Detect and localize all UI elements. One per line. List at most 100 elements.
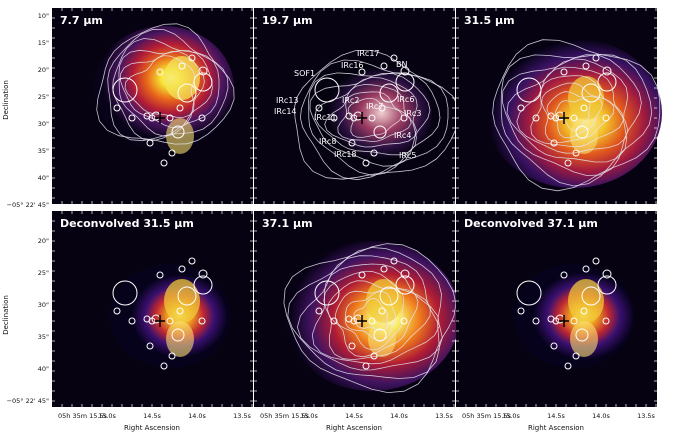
panel-title: 31.5 µm xyxy=(464,14,515,27)
contour-line xyxy=(296,255,443,371)
x-axis-label: Right Ascension xyxy=(326,424,382,432)
contour-line xyxy=(124,55,195,118)
source-marker xyxy=(315,307,323,315)
source-marker xyxy=(345,112,353,120)
source-marker xyxy=(176,307,184,315)
contour-line xyxy=(118,49,213,137)
source-marker xyxy=(128,114,136,122)
contour-line xyxy=(334,287,405,351)
source-marker xyxy=(198,317,206,325)
source-marker xyxy=(178,62,186,70)
x-tick-label: 14.0s xyxy=(390,412,408,420)
source-marker xyxy=(314,77,340,103)
source-label: IRc17 xyxy=(357,49,380,58)
contour-line xyxy=(107,29,229,142)
contour-line xyxy=(500,53,653,187)
source-marker xyxy=(517,307,525,315)
y-tick-label: 20" xyxy=(38,237,49,245)
source-marker xyxy=(188,257,196,265)
source-marker xyxy=(156,271,164,279)
y-axis-label: Declination xyxy=(2,80,10,120)
source-marker xyxy=(516,280,542,306)
source-marker xyxy=(160,362,168,370)
source-marker xyxy=(390,54,398,62)
source-marker xyxy=(581,83,601,103)
source-marker xyxy=(400,317,408,325)
source-label: IRc14 xyxy=(274,107,297,116)
source-label: IRc7 xyxy=(366,102,383,111)
source-marker xyxy=(177,83,197,103)
source-marker xyxy=(582,62,590,70)
source-marker xyxy=(597,72,617,92)
x-tick-label: 15.0s xyxy=(502,412,520,420)
source-marker xyxy=(143,315,151,323)
source-marker xyxy=(112,280,138,306)
x-tick-label: 14.0s xyxy=(188,412,206,420)
contour-line xyxy=(309,72,431,167)
source-marker xyxy=(112,77,138,103)
source-label: IRc2 xyxy=(342,96,359,105)
source-label: IRc3 xyxy=(404,109,421,118)
panel-title: 37.1 µm xyxy=(262,217,313,230)
source-marker xyxy=(171,328,185,342)
emission-peak xyxy=(366,279,402,323)
source-marker xyxy=(330,114,338,122)
contour-line xyxy=(546,91,603,139)
contour-line xyxy=(541,82,615,143)
x-tick-label: 05h 35m 15.5s xyxy=(260,412,310,420)
source-marker xyxy=(400,114,408,122)
source-marker xyxy=(156,68,164,76)
source-marker xyxy=(113,104,121,112)
y-tick-label: 25" xyxy=(38,93,49,101)
y-tick-label: −05° 22' 45" xyxy=(7,201,49,209)
source-label: BN xyxy=(396,60,407,69)
source-marker xyxy=(198,269,208,279)
image-panel: 7.7 µm xyxy=(52,8,253,204)
emission-peak xyxy=(166,321,194,357)
source-marker xyxy=(160,159,168,167)
source-marker xyxy=(575,328,589,342)
source-marker xyxy=(532,114,540,122)
emission-peak xyxy=(164,279,200,323)
source-marker xyxy=(560,68,568,76)
source-label: IRc8 xyxy=(319,137,336,146)
source-marker xyxy=(345,315,353,323)
source-marker xyxy=(592,257,600,265)
source-marker xyxy=(348,342,356,350)
source-label: IRc13 xyxy=(276,96,299,105)
y-tick-label: 15" xyxy=(38,39,49,47)
source-marker xyxy=(171,125,185,139)
source-marker xyxy=(368,114,376,122)
source-marker xyxy=(592,54,600,62)
source-marker xyxy=(580,104,588,112)
image-panel: Deconvolved 31.5 µm xyxy=(52,211,253,407)
x-tick-label: 13.5s xyxy=(435,412,453,420)
source-marker xyxy=(330,317,338,325)
source-marker xyxy=(373,125,387,139)
contour-line xyxy=(516,66,629,154)
x-tick-label: 13.5s xyxy=(637,412,655,420)
source-marker xyxy=(128,317,136,325)
emission-peak xyxy=(568,279,604,323)
source-marker xyxy=(168,352,176,360)
source-marker xyxy=(550,342,558,350)
source-marker xyxy=(314,280,340,306)
contour-line xyxy=(324,84,417,148)
source-marker xyxy=(370,352,378,360)
source-marker xyxy=(358,271,366,279)
contour-line xyxy=(530,75,624,148)
source-marker xyxy=(570,317,578,325)
source-marker xyxy=(602,269,612,279)
source-label: IRc16 xyxy=(341,61,364,70)
y-axis-label: Declination xyxy=(2,295,10,335)
y-tick-label: 40" xyxy=(38,365,49,373)
y-tick-label: 25" xyxy=(38,269,49,277)
contour-line xyxy=(501,54,642,177)
y-tick-label: 30" xyxy=(38,301,49,309)
contour-line xyxy=(492,39,661,192)
source-marker xyxy=(362,159,370,167)
source-marker xyxy=(602,66,612,76)
source-label: IRc4 xyxy=(394,131,411,140)
source-marker xyxy=(198,66,208,76)
source-marker xyxy=(395,72,415,92)
